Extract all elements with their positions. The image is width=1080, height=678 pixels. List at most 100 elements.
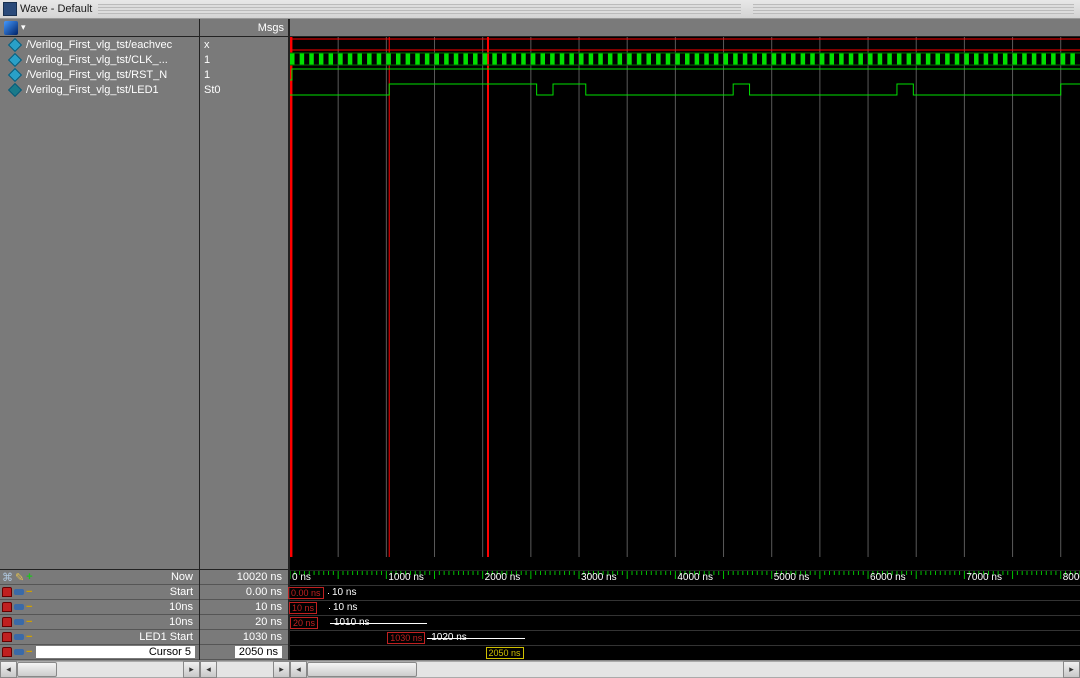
cursor-label: LED1 Start (32, 631, 199, 643)
key-icon[interactable] (14, 649, 24, 655)
ruler-tick-label: 1000 ns (388, 572, 424, 583)
app-icon (3, 2, 17, 16)
scroll-left-button[interactable]: ◂ (290, 661, 307, 678)
signal-diamond-icon (8, 37, 22, 51)
scroll-track[interactable] (307, 661, 1063, 678)
ruler-tick-label: 4000 ns (677, 572, 713, 583)
cursor-flag[interactable]: 2050 ns (486, 647, 524, 659)
lock-icon[interactable] (2, 647, 12, 657)
signal-row[interactable]: /Verilog_First_vlg_tst/CLK_... (0, 52, 199, 67)
scrollbar-row: ◂ ▸ ◂ ▸ ◂ ▸ (0, 660, 1080, 677)
scroll-left-button[interactable]: ◂ (200, 661, 217, 678)
cursor-label: Cursor 5 (36, 646, 195, 658)
cursor-row[interactable]: −10ns (0, 600, 199, 615)
scroll-thumb[interactable] (17, 662, 57, 677)
lock-icon[interactable] (2, 632, 12, 642)
titlebar[interactable]: Wave - Default (0, 0, 1080, 19)
ruler-tick-label: 5000 ns (774, 572, 810, 583)
signal-list[interactable]: /Verilog_First_vlg_tst/eachvec/Verilog_F… (0, 37, 199, 569)
scroll-right-button[interactable]: ▸ (1063, 661, 1080, 678)
scroll-right-button[interactable]: ▸ (183, 661, 200, 678)
main-body: ▾ /Verilog_First_vlg_tst/eachvec/Verilog… (0, 19, 1080, 660)
ruler-tick-label: 2000 ns (485, 572, 521, 583)
window-title: Wave - Default (20, 3, 92, 15)
signal-value: x (200, 37, 288, 52)
cursor-row[interactable]: −Start (0, 585, 199, 600)
cursor-flag[interactable]: 10 ns (289, 602, 317, 614)
now-value: 10020 ns (200, 570, 288, 585)
signal-name: /Verilog_First_vlg_tst/RST_N (26, 69, 167, 81)
cursor-flag[interactable]: 20 ns (290, 617, 318, 629)
signal-diamond-icon (8, 52, 22, 66)
signal-row[interactable]: /Verilog_First_vlg_tst/LED1 (0, 82, 199, 97)
time-ruler[interactable]: 0 ns 1000 ns 2000 ns 3000 ns 4000 ns 5000 ns 6… (290, 570, 1080, 585)
now-row: ⌘✎+Now (0, 570, 199, 585)
cursor-flag[interactable]: 0.00 ns (288, 587, 324, 599)
scroll-track[interactable] (217, 661, 273, 678)
chevron-down-icon[interactable]: ▾ (21, 22, 26, 33)
msgs-header: Msgs (200, 19, 288, 37)
ruler-tick-label: 3000 ns (581, 572, 617, 583)
cursor-row[interactable]: −10ns (0, 615, 199, 630)
wave-window: Wave - Default ▾ /Verilog_First_vlg_tst/… (0, 0, 1080, 677)
cursor-labels-panel: ⌘✎+Now−Start−10ns−10ns−LED1 Start−Cursor… (0, 569, 199, 660)
cursor-track[interactable]: 1030 ns1020 ns (290, 630, 1080, 645)
cursor-delta: 10 ns (332, 587, 356, 598)
key-icon[interactable] (14, 604, 24, 610)
signal-value: 1 (200, 67, 288, 82)
titlebar-grip[interactable] (98, 4, 740, 14)
signal-name: /Verilog_First_vlg_tst/CLK_... (26, 54, 168, 66)
waveform-svg (290, 37, 1080, 557)
cursor-delta: 10 ns (333, 602, 357, 613)
signal-diamond-icon (8, 67, 22, 81)
signal-menu-icon[interactable] (4, 21, 18, 35)
signal-row[interactable]: /Verilog_First_vlg_tst/eachvec (0, 37, 199, 52)
cursor-flag[interactable]: 1030 ns (387, 632, 425, 644)
key-icon[interactable] (14, 589, 24, 595)
cursor-track[interactable]: 10 ns 10 ns (290, 600, 1080, 615)
cursor-values-panel: 10020 ns0.00 ns10 ns20 ns1030 ns2050 ns (200, 569, 288, 660)
signal-row[interactable]: /Verilog_First_vlg_tst/RST_N (0, 67, 199, 82)
signal-name: /Verilog_First_vlg_tst/eachvec (26, 39, 172, 51)
ruler-tick-label: 6000 ns (870, 572, 906, 583)
cursor-row[interactable]: −LED1 Start (0, 630, 199, 645)
cursor-track[interactable]: 2050 ns (290, 645, 1080, 660)
cursor-value: 1030 ns (200, 630, 288, 645)
signal-name: /Verilog_First_vlg_tst/LED1 (26, 84, 159, 96)
scroll-right-button[interactable]: ▸ (273, 661, 290, 678)
waveform-panel: 0 ns 1000 ns 2000 ns 3000 ns 4000 ns 5000 ns 6… (290, 19, 1080, 660)
scroll-left-button[interactable]: ◂ (0, 661, 17, 678)
lock-icon[interactable] (2, 587, 12, 597)
signal-name-panel: ▾ /Verilog_First_vlg_tst/eachvec/Verilog… (0, 19, 200, 660)
cursor-delta: 1010 ns (334, 617, 370, 628)
value-list[interactable]: x11St0 (200, 37, 288, 569)
cursor-track[interactable]: 20 ns 1010 ns (290, 615, 1080, 630)
cursor-row[interactable]: −Cursor 5 (0, 645, 199, 660)
wave-hscroll[interactable]: ◂ ▸ (290, 661, 1080, 678)
signal-diamond-icon (8, 82, 22, 96)
signal-hscroll[interactable]: ◂ ▸ (0, 661, 200, 678)
scroll-thumb[interactable] (307, 662, 417, 677)
signal-value-panel: Msgs x11St0 10020 ns0.00 ns10 ns20 ns103… (200, 19, 290, 660)
cursor-value: 10 ns (200, 600, 288, 615)
wave-header (290, 19, 1080, 37)
titlebar-grip[interactable] (753, 4, 1074, 14)
cursor-value: 2050 ns (200, 645, 288, 660)
waveform-area[interactable] (290, 37, 1080, 570)
minus-icon[interactable]: − (26, 646, 32, 658)
lock-icon[interactable] (2, 617, 12, 627)
cursor-label: 10ns (32, 601, 199, 613)
cursor-label: 10ns (32, 616, 199, 628)
cursor-value: 0.00 ns (200, 585, 288, 600)
value-hscroll[interactable]: ◂ ▸ (200, 661, 290, 678)
scroll-track[interactable] (17, 661, 183, 678)
lock-icon[interactable] (2, 602, 12, 612)
msgs-label: Msgs (258, 22, 284, 34)
signal-panel-header[interactable]: ▾ (0, 19, 199, 37)
cursor-track[interactable]: 0.00 ns 10 ns (290, 585, 1080, 600)
ruler-tick-label: 0 ns (292, 572, 311, 583)
ruler-tick-label: 7000 ns (966, 572, 1002, 583)
cursor-value: 20 ns (200, 615, 288, 630)
key-icon[interactable] (14, 634, 24, 640)
key-icon[interactable] (14, 619, 24, 625)
